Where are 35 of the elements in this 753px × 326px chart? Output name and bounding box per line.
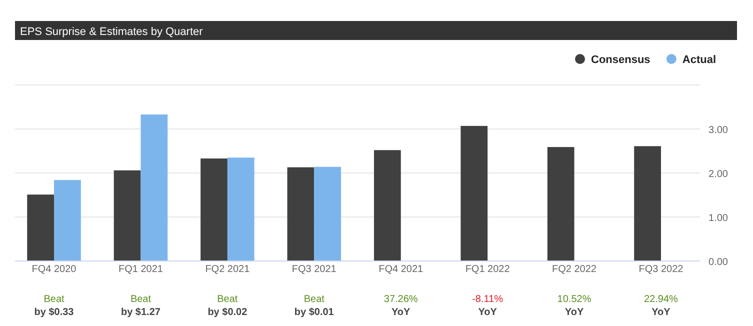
text: 10.52% YoY: [557, 294, 592, 318]
legend-label: Actual: [682, 54, 716, 66]
y-tick-label: 2.00: [708, 169, 728, 180]
x-tick-label: FQ1 2022: [465, 264, 510, 275]
bar: [27, 194, 54, 261]
bar: [634, 146, 661, 261]
text: Beat by $1.27: [120, 294, 161, 318]
x-tick-label: FQ3 2021: [292, 264, 337, 275]
text: Beat by $0.01: [294, 294, 334, 318]
text: Beat by $0.33: [34, 294, 74, 318]
x-tick-label: FQ2 2021: [205, 264, 250, 275]
legend-label: Consensus: [591, 54, 650, 66]
bar: [140, 114, 168, 261]
x-tick-label: FQ4 2021: [378, 264, 424, 275]
bar: [287, 167, 314, 261]
x-tick-label: FQ1 2021: [118, 264, 164, 275]
bar: [200, 158, 228, 261]
bar: [460, 126, 488, 261]
x-tick-label: FQ3 2022: [638, 264, 684, 275]
x-tick-label: FQ4 2020: [32, 264, 77, 275]
y-tick-label: 1.00: [708, 213, 728, 224]
text: 22.94% YoY: [644, 294, 678, 318]
bar: [314, 166, 342, 261]
bar: [374, 150, 401, 261]
bar: [547, 147, 574, 261]
text: Beat by $0.02: [208, 294, 248, 318]
x-tick-label: FQ2 2022: [552, 264, 597, 275]
y-tick-label: 3.00: [708, 125, 728, 136]
y-tick-label: 0.00: [708, 257, 728, 268]
bar: [114, 170, 141, 261]
text: -8.11% YoY: [472, 294, 504, 318]
text: 37.26% YoY: [384, 294, 418, 318]
chart-title: EPS Surprise & Estimates by Quarter: [20, 26, 204, 38]
bar: [227, 158, 254, 261]
bar: [54, 180, 81, 261]
